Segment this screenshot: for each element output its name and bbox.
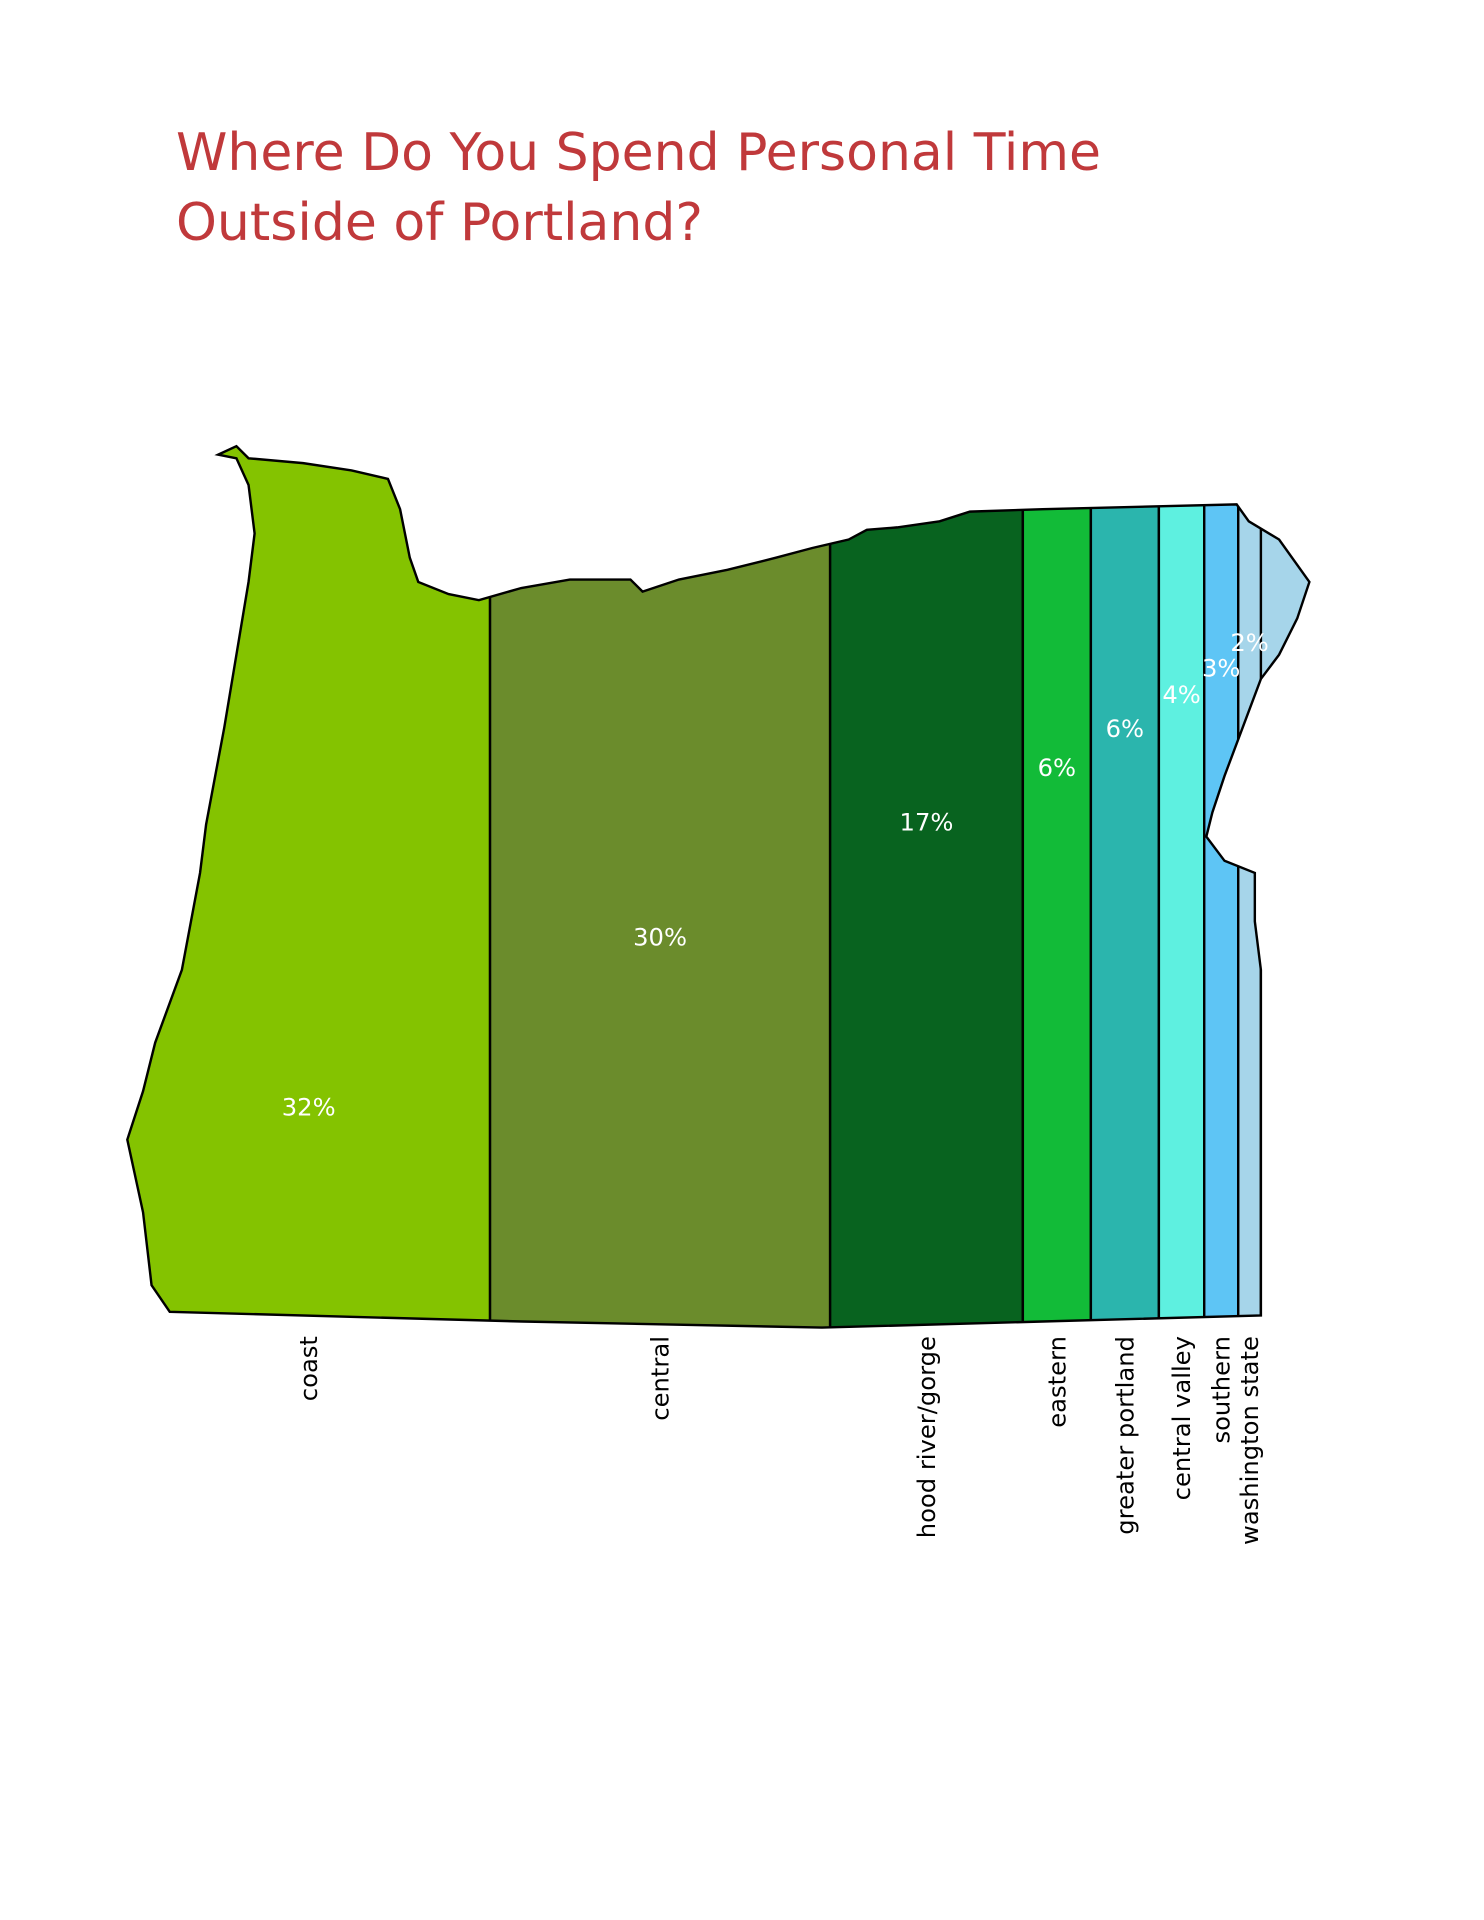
value-label: 2%: [1230, 628, 1268, 657]
chart-title: Where Do You Spend Personal Time Outside…: [176, 123, 1102, 253]
category-label: southern: [1207, 1336, 1236, 1443]
category-label: greater portland: [1110, 1336, 1139, 1535]
category-label: hood river/gorge: [912, 1336, 941, 1538]
strip: [488, 446, 832, 1328]
value-label: 3%: [1202, 654, 1240, 683]
value-label: 32%: [282, 1092, 336, 1121]
category-label: washington state: [1235, 1336, 1264, 1545]
strip: [828, 446, 1025, 1328]
value-label: 17%: [900, 807, 954, 836]
strip: [1089, 446, 1161, 1328]
map-outline: [126, 444, 1311, 1329]
category-label: central: [646, 1336, 675, 1421]
value-label: 6%: [1038, 753, 1076, 782]
plot: 32% coast 30% central 17% hood river/gorge 6% e…: [126, 444, 1311, 1545]
category-label: coast: [294, 1336, 323, 1401]
strip: [127, 446, 492, 1328]
value-label: 6%: [1106, 714, 1144, 743]
labels: 32% coast 30% central 17% hood river/gorge 6% e…: [282, 628, 1269, 1545]
strip: [1237, 446, 1263, 1328]
strip: [1157, 446, 1206, 1328]
strips: [127, 446, 1263, 1328]
value-label: 4%: [1162, 680, 1200, 709]
category-label: eastern: [1042, 1336, 1071, 1428]
strip: [1203, 446, 1240, 1328]
value-label: 30%: [633, 923, 687, 952]
strip: [1021, 446, 1093, 1328]
category-label: central valley: [1167, 1336, 1196, 1500]
